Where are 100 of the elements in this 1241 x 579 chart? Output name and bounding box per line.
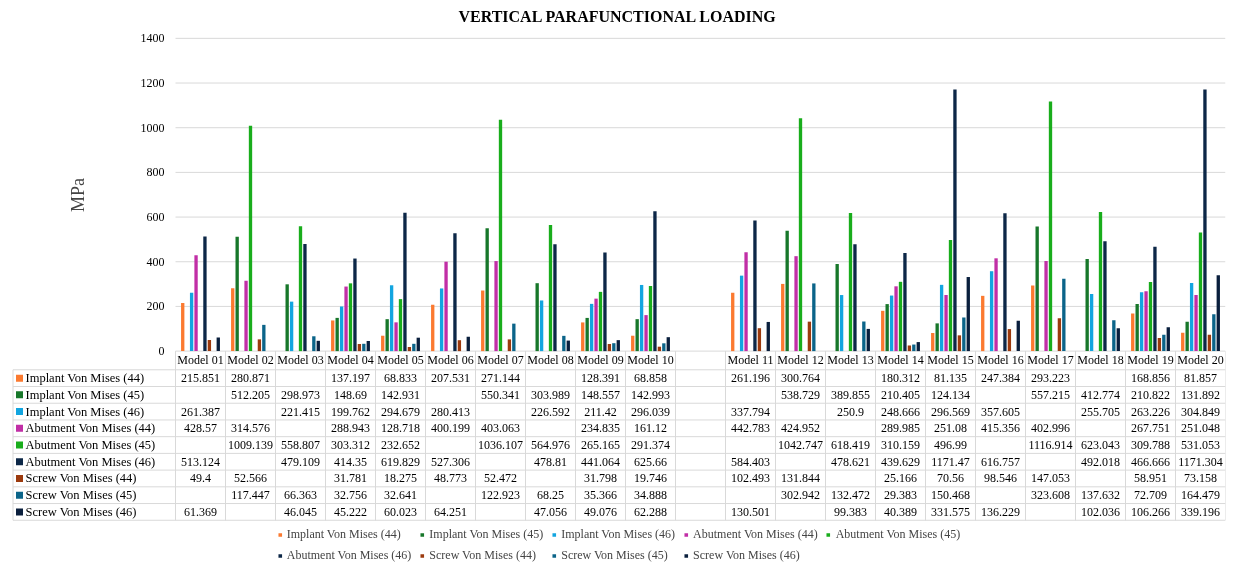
bar bbox=[339, 306, 344, 352]
data-label: 164.479 bbox=[1181, 488, 1220, 503]
x-tick-label: Model 14 bbox=[877, 353, 924, 368]
x-tick-label: Model 08 bbox=[527, 353, 574, 368]
bar bbox=[507, 339, 512, 352]
bar bbox=[1139, 292, 1144, 352]
data-label: 61.369 bbox=[184, 504, 217, 519]
data-label: 478.621 bbox=[831, 454, 870, 469]
data-label: 32.756 bbox=[334, 488, 367, 503]
data-label: 46.045 bbox=[284, 504, 317, 519]
data-label: 479.109 bbox=[281, 454, 320, 469]
bar bbox=[244, 280, 248, 352]
data-label: 1042.747 bbox=[778, 438, 823, 453]
bar bbox=[753, 220, 757, 352]
bar bbox=[1112, 320, 1116, 352]
data-label: 439.629 bbox=[881, 454, 920, 469]
x-tick-label: Model 02 bbox=[227, 353, 274, 368]
bar bbox=[744, 252, 748, 352]
bar bbox=[235, 236, 239, 352]
text: Implant Von Mises (44) bbox=[286, 527, 401, 541]
bar bbox=[757, 328, 762, 352]
bar bbox=[885, 304, 889, 352]
data-label: 557.215 bbox=[1031, 387, 1070, 402]
data-label: 255.705 bbox=[1081, 404, 1120, 419]
bar bbox=[257, 339, 262, 352]
bar bbox=[812, 283, 816, 352]
bar bbox=[394, 322, 398, 352]
bar bbox=[653, 211, 657, 352]
data-label: 428.57 bbox=[184, 421, 217, 436]
data-label: 102.036 bbox=[1081, 504, 1120, 519]
data-label: 68.25 bbox=[537, 488, 564, 503]
data-label: 424.952 bbox=[781, 421, 820, 436]
bar bbox=[331, 320, 335, 352]
data-label: 62.288 bbox=[634, 504, 667, 519]
bar bbox=[953, 89, 957, 352]
text: Abutment Von Mises (45) bbox=[835, 527, 961, 541]
legend-label: Implant Von Mises (46) bbox=[25, 404, 145, 419]
x-tick-label: Model 13 bbox=[827, 353, 874, 368]
bar bbox=[635, 319, 639, 352]
bar bbox=[766, 321, 770, 352]
y-tick-label: 0 bbox=[158, 344, 165, 359]
bar bbox=[594, 298, 598, 352]
bar bbox=[262, 324, 266, 352]
bar bbox=[589, 303, 594, 352]
x-tick-label: Model 01 bbox=[177, 353, 224, 368]
data-label: 117.447 bbox=[231, 488, 270, 503]
bar bbox=[603, 252, 607, 352]
bar bbox=[1162, 334, 1166, 352]
bar bbox=[285, 284, 289, 352]
data-label: 73.158 bbox=[1184, 471, 1217, 486]
bar bbox=[535, 283, 539, 352]
bar bbox=[581, 322, 585, 352]
y-tick-label: 400 bbox=[146, 254, 165, 269]
data-label: 150.468 bbox=[931, 488, 970, 503]
bar bbox=[666, 337, 670, 352]
data-label: 66.363 bbox=[284, 488, 317, 503]
data-label: 280.871 bbox=[231, 371, 270, 386]
data-label: 337.794 bbox=[731, 404, 770, 419]
data-label: 261.387 bbox=[181, 404, 220, 419]
legend-label: Screw Von Mises (46) bbox=[25, 504, 137, 519]
bar bbox=[1035, 226, 1039, 352]
data-label: 122.923 bbox=[481, 488, 520, 503]
data-label: 68.833 bbox=[384, 371, 417, 386]
data-label: 18.275 bbox=[384, 471, 417, 486]
data-label: 403.063 bbox=[481, 421, 520, 436]
bar bbox=[862, 321, 866, 352]
data-label: 215.851 bbox=[181, 371, 220, 386]
data-label: 31.798 bbox=[584, 471, 617, 486]
data-label: 442.783 bbox=[731, 421, 770, 436]
data-label: 161.12 bbox=[634, 421, 667, 436]
data-label: 412.774 bbox=[1081, 387, 1120, 402]
bar bbox=[1062, 278, 1066, 352]
x-tick-label: Model 07 bbox=[477, 353, 524, 368]
bar bbox=[781, 283, 785, 352]
bar bbox=[853, 244, 857, 352]
bar bbox=[931, 332, 935, 352]
bar bbox=[1044, 261, 1048, 352]
y-tick-label: 1200 bbox=[140, 76, 165, 91]
data-label: 52.472 bbox=[484, 471, 517, 486]
data-label: 618.419 bbox=[831, 438, 870, 453]
data-label: 323.608 bbox=[1031, 488, 1070, 503]
bar bbox=[785, 230, 789, 352]
y-tick-label: 1000 bbox=[140, 120, 165, 135]
bar bbox=[1003, 213, 1007, 352]
data-label: 304.849 bbox=[1181, 404, 1220, 419]
bar bbox=[539, 300, 544, 352]
y-axis-title: MPa bbox=[67, 177, 88, 212]
y-tick-label: 200 bbox=[146, 299, 165, 314]
data-label: 248.666 bbox=[881, 404, 920, 419]
text: Implant Von Mises (45) bbox=[429, 527, 544, 541]
data-label: 68.858 bbox=[634, 371, 667, 386]
y-tick-label: 1400 bbox=[140, 31, 165, 46]
data-label: 531.053 bbox=[1181, 438, 1220, 453]
bar bbox=[1198, 232, 1203, 352]
bar bbox=[1048, 101, 1053, 352]
data-label: 49.4 bbox=[190, 471, 211, 486]
bar bbox=[981, 295, 985, 352]
y-tick-label: 600 bbox=[146, 210, 165, 225]
legend-label: Abutment Von Mises (45) bbox=[25, 438, 156, 453]
data-label: 232.652 bbox=[381, 438, 420, 453]
